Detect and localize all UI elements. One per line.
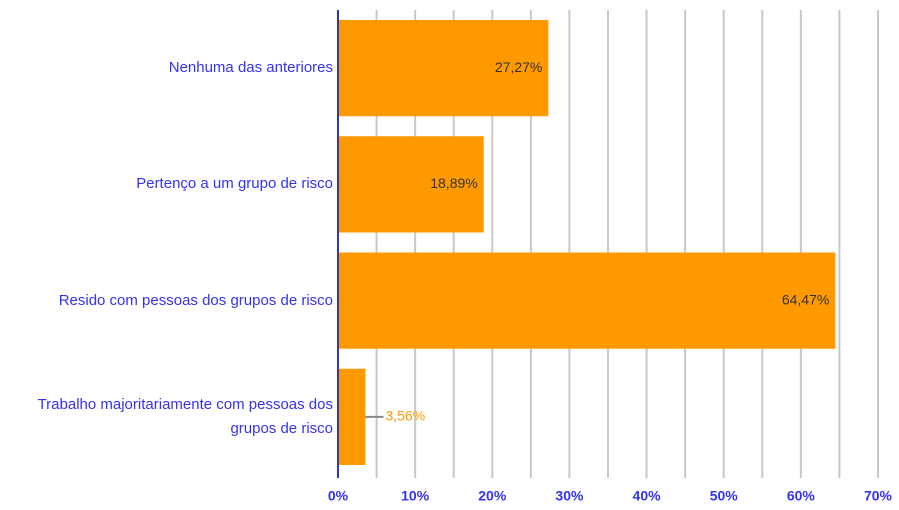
bar bbox=[338, 20, 549, 117]
value-label: 3,56% bbox=[385, 408, 425, 424]
category-label: Resido com pessoas dos grupos de risco bbox=[58, 291, 333, 309]
x-tick-label: 40% bbox=[633, 488, 662, 504]
value-label: 64,47% bbox=[782, 291, 829, 307]
bar bbox=[338, 252, 836, 349]
x-tick-label: 60% bbox=[787, 488, 816, 504]
x-tick-label: 50% bbox=[710, 488, 739, 504]
category-label: Trabalho majoritariamente com pessoas do… bbox=[37, 395, 333, 437]
x-tick-label: 20% bbox=[478, 488, 507, 504]
value-label: 27,27% bbox=[495, 59, 542, 75]
x-tick-label: 10% bbox=[401, 488, 430, 504]
category-label: Pertenço a um grupo de risco bbox=[136, 175, 333, 193]
x-tick-label: 0% bbox=[328, 488, 349, 504]
value-label: 18,89% bbox=[430, 175, 477, 191]
x-tick-label: 70% bbox=[864, 488, 893, 504]
x-tick-label: 30% bbox=[555, 488, 584, 504]
bar bbox=[338, 368, 366, 465]
category-label: Nenhuma das anteriores bbox=[168, 59, 333, 77]
bar bbox=[338, 136, 484, 233]
